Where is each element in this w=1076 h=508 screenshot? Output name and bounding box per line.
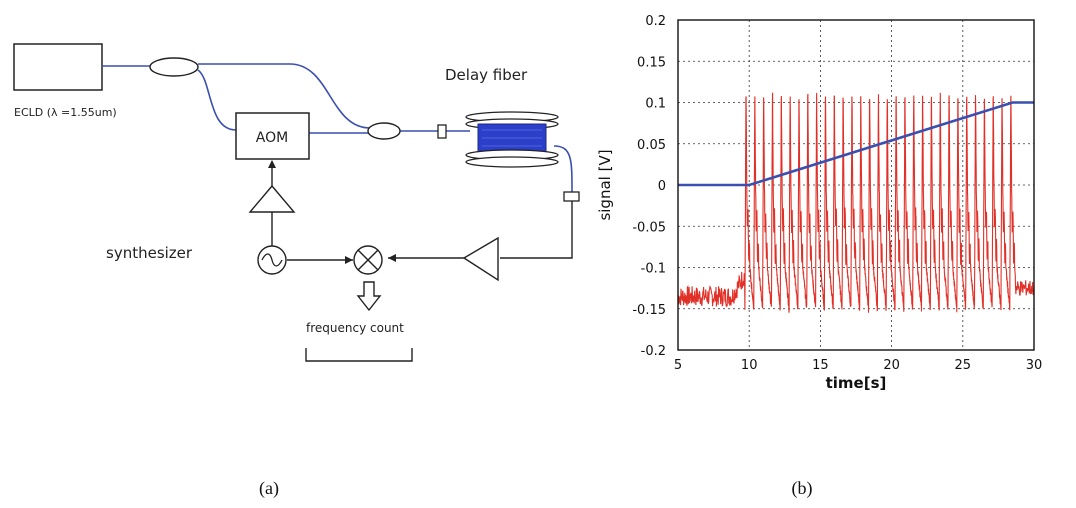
fiber-coupler1-to-aom (197, 69, 237, 131)
y-tick-label: 0 (658, 179, 666, 194)
photodetector (563, 191, 580, 202)
mixer-icon (353, 245, 383, 275)
arrow-to-aom (268, 160, 276, 168)
plot-frame (677, 19, 1035, 351)
y-tick-label: 0.05 (637, 138, 666, 153)
x-axis-title: time[s] (826, 374, 887, 392)
fiber-paths (102, 63, 573, 193)
delay-fiber-spool (465, 111, 559, 168)
delay-fiber-label: Delay fiber (445, 66, 528, 84)
y-axis-title: signal [V] (596, 149, 614, 220)
y-tick-label: 0.15 (637, 55, 666, 70)
x-tick-label: 30 (1026, 358, 1043, 373)
x-tick-label: 5 (674, 358, 682, 373)
x-tick-label: 25 (955, 358, 972, 373)
series-red-signal-line (677, 92, 1035, 313)
hollow-down-arrow-icon (356, 281, 382, 312)
caption-b: (b) (792, 478, 813, 499)
aom-box (235, 112, 310, 160)
fiber-spool-to-detector (553, 145, 573, 193)
rf-amplifier-vertical (248, 184, 296, 213)
fiber-coupler1-top (198, 63, 371, 129)
caption-a: (a) (259, 478, 279, 499)
arrow-to-mixer-left (345, 256, 353, 264)
sine-wave (261, 253, 283, 267)
y-tick-label: -0.15 (632, 303, 666, 318)
y-tick-label: -0.1 (641, 262, 666, 277)
coupler-2 (367, 122, 401, 140)
series-blue-ramp-line (678, 101, 1034, 187)
signal-chart: 5 10 15 20 25 30 0.2 0.15 0.1 0.05 0 -0.05 -0.1 -0.15… (596, 14, 1042, 392)
ecld-laser-box (13, 43, 103, 91)
y-tick-label: 0.2 (645, 14, 666, 29)
x-tick-label: 10 (741, 358, 758, 373)
aom-label: AOM (256, 130, 288, 146)
rf-amplifier-horizontal (462, 236, 499, 282)
bracket (305, 348, 413, 362)
optical-setup-diagram: ECLD (λ =1.55um) AOM (13, 43, 580, 362)
frequency-count-label: frequency count (306, 321, 404, 335)
x-tick-label: 15 (812, 358, 829, 373)
x-tick-label: 20 (883, 358, 900, 373)
electrical-paths (271, 161, 573, 362)
fiber-connector (437, 124, 447, 139)
coupler-1 (149, 57, 199, 77)
tick-labels: 5 10 15 20 25 30 0.2 0.15 0.1 0.05 0 -0.05 -0.1 -0.15… (632, 14, 1042, 373)
detector-to-amp (500, 201, 573, 259)
ecld-laser-label: ECLD (λ =1.55um) (14, 106, 117, 119)
y-tick-label: 0.1 (645, 97, 666, 112)
series-layer (677, 92, 1035, 313)
y-tick-label: -0.2 (641, 344, 666, 359)
y-tick-label: -0.05 (632, 220, 666, 235)
arrow-to-mixer-right (388, 254, 396, 262)
synthesizer-label: synthesizer (106, 244, 193, 262)
